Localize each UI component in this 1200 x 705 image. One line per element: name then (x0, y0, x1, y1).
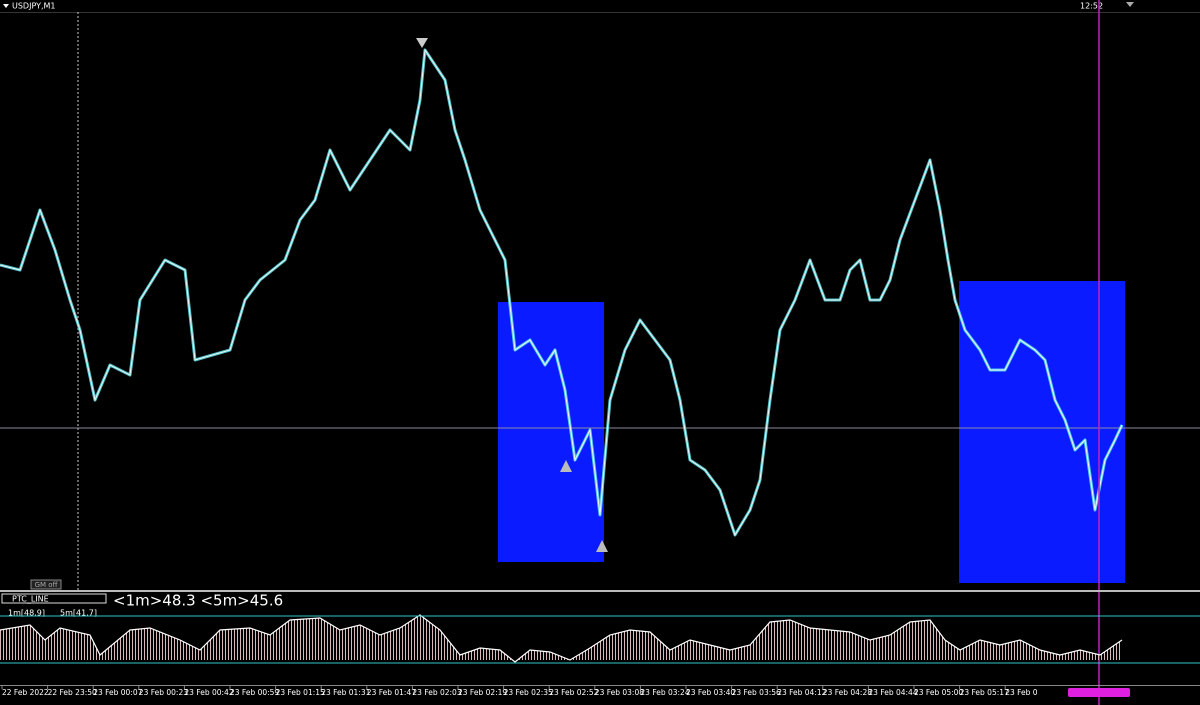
panel-separator (0, 590, 1200, 592)
time-label: 23 Feb 01:47 (367, 688, 416, 697)
time-label: 23 Feb 03:56 (732, 688, 781, 697)
time-label: 23 Feb 05:17 (960, 688, 1009, 697)
indicator-name: PTC_LINE (12, 595, 49, 604)
time-label: 23 Feb 02:03 (412, 688, 461, 697)
gm-label: GM off (35, 581, 58, 589)
zone-box (959, 281, 1125, 583)
time-label: 23 Feb 00:42 (184, 688, 233, 697)
time-label: 22 Feb 2022 (2, 688, 49, 697)
scroll-arrow[interactable] (1126, 2, 1134, 7)
indicator-label-5m: 5m[41.7] (60, 609, 97, 618)
time-label: 23 Feb 04:28 (823, 688, 872, 697)
time-label: 23 Feb 01:31 (321, 688, 370, 697)
time-label: 23 Feb 03:08 (595, 688, 644, 697)
time-label: 23 Feb 01:15 (276, 688, 325, 697)
indicator-name-box (1, 593, 107, 604)
axis-border (0, 685, 1200, 686)
time-label: 23 Feb 03:40 (686, 688, 735, 697)
price-wicks (0, 48, 1123, 537)
time-label: 22 Feb 23:50 (48, 688, 97, 697)
time-label: 23 Feb 04:44 (868, 688, 917, 697)
time-label: 23 Feb 0 (1005, 688, 1038, 697)
time-label: 23 Feb 05:00 (914, 688, 963, 697)
indicator-label-1m: 1m[48.9] (8, 609, 45, 618)
indicator-line (0, 614, 1123, 663)
time-marker-label (1068, 688, 1130, 697)
indicator-bars (0, 615, 1122, 662)
clock-label: 12:52 (1080, 2, 1103, 11)
time-label: 23 Feb 03:24 (640, 688, 689, 697)
time-label: 23 Feb 00:59 (230, 688, 279, 697)
header-border (0, 12, 1200, 13)
signal-arrow-down (416, 38, 428, 48)
time-label: 23 Feb 00:07 (93, 688, 142, 697)
time-label: 23 Feb 04:12 (777, 688, 826, 697)
time-label: 23 Feb 00:23 (139, 688, 188, 697)
time-label: 23 Feb 02:19 (458, 688, 507, 697)
menu-arrow[interactable] (3, 4, 9, 8)
signal-arrow-up (596, 540, 608, 552)
signal-arrow-up (560, 460, 572, 472)
gm-button[interactable] (30, 579, 62, 590)
indicator-summary: <1m>48.3 <5m>45.6 (113, 592, 283, 610)
time-label: 23 Feb 02:35 (504, 688, 553, 697)
symbol-label: USDJPY,M1 (12, 2, 56, 11)
time-label: 23 Feb 02:52 (549, 688, 598, 697)
